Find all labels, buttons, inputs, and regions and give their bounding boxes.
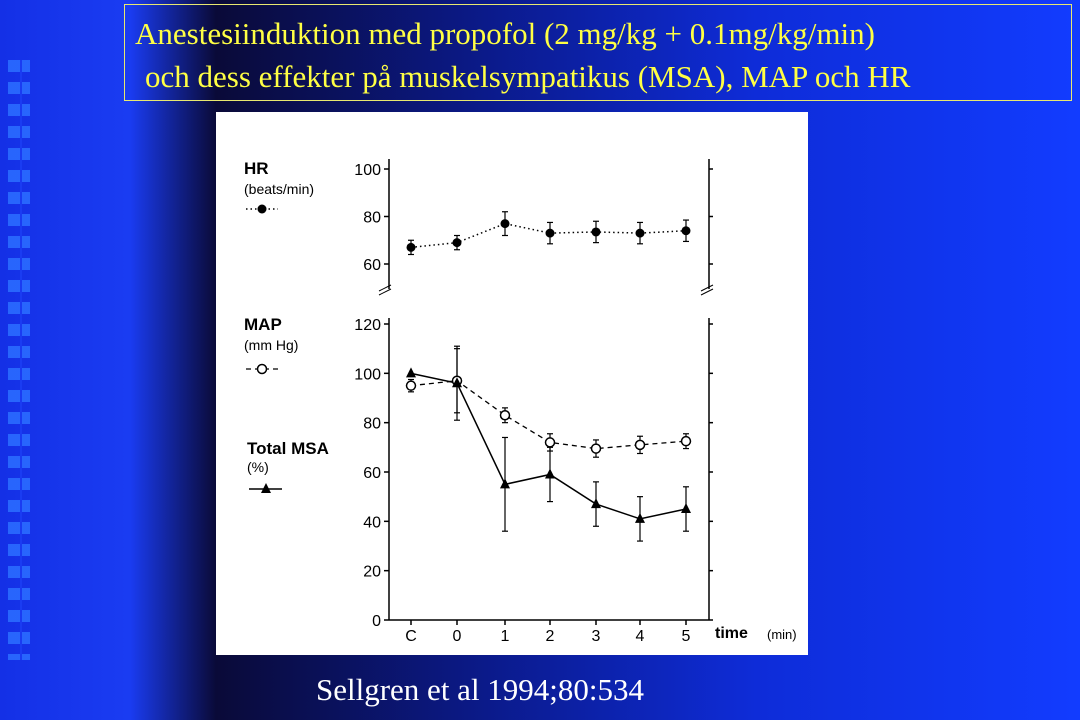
map-data-point [634,439,646,451]
hr-data-point [500,219,510,229]
slide-title-box: Anestesiinduktion med propofol (2 mg/kg … [124,4,1072,101]
hr-axis-break-mark [378,284,392,292]
bottom-y-tick-label: 40 [363,514,381,531]
hr-legend-label: HR [244,159,269,178]
x-tick-label: 4 [636,628,645,645]
bottom-y-tick-label: 0 [372,613,381,630]
citation-text: Sellgren et al 1994;80:534 [316,672,645,707]
hr-y-tick-label: 100 [354,162,381,179]
slide-title-line-2: och dess effekter på muskelsympatikus (M… [145,59,911,94]
x-tick-label: C [405,628,417,645]
x-tick-label: 0 [453,628,462,645]
msa-legend-label: Total MSA [247,439,329,458]
msa-data-point [406,367,416,378]
hr-legend-marker [257,204,267,214]
msa-legend-marker [261,483,271,493]
map-legend-marker [256,363,268,375]
map-data-point [405,380,417,391]
bottom-y-tick-label: 100 [354,366,381,383]
bottom-y-tick-label: 60 [363,465,381,482]
x-tick-label: 2 [546,628,555,645]
hr-data-point [681,226,691,236]
map-legend-label: MAP [244,315,282,334]
map-data-point [590,443,602,454]
map-data-point [680,435,692,447]
slide-title-line-1: Anestesiinduktion med propofol (2 mg/kg … [135,16,875,51]
map-legend-unit: (mm Hg) [244,337,298,353]
hr-y-tick-label: 80 [363,210,381,227]
msa-data-point [591,498,601,509]
bottom-y-tick-label: 20 [363,564,381,581]
x-tick-label: 3 [592,628,601,645]
hr-data-point [591,227,601,237]
msa-data-point [452,377,462,388]
hr-y-tick-label: 60 [363,257,381,274]
hr-data-point [545,228,555,238]
chart-figure: 100 80 60 HR (beats/min) 0 20 40 60 80 100 120 C 0 1 2 3… [216,112,808,655]
hr-legend-unit: (beats/min) [244,181,314,197]
msa-data-point [545,468,555,479]
msa-data-point [635,512,645,523]
bottom-y-tick-label: 80 [363,416,381,433]
x-tick-label: 1 [501,628,510,645]
x-tick-label: 5 [682,628,691,645]
map-data-point [499,410,511,421]
hr-data-point [635,228,645,238]
hr-data-point [452,238,462,248]
msa-data-point [681,503,691,513]
hr-right-axis-break-mark [700,284,714,292]
x-axis-unit: (min) [767,627,797,642]
x-axis-label: time [715,625,748,642]
decorative-strip-gaps [8,60,30,660]
chart-svg: 100 80 60 HR (beats/min) 0 20 40 60 80 100 120 C 0 1 2 3… [244,159,797,645]
map-data-point [544,437,556,448]
hr-axis-break-mark [378,288,392,296]
hr-data-point [406,242,416,252]
bottom-y-tick-label: 120 [354,317,381,334]
hr-right-axis-break-mark [700,288,714,296]
msa-data-point [500,478,510,489]
msa-legend-unit: (%) [247,459,269,475]
